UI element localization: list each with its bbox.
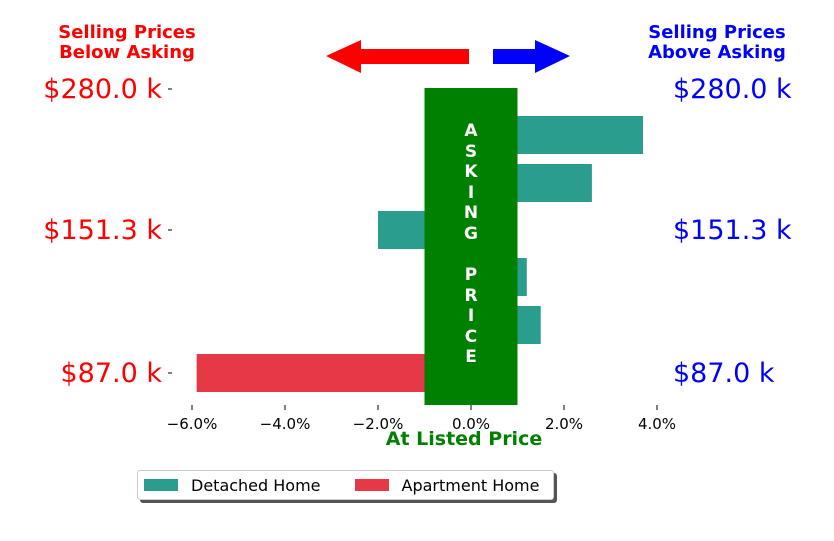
asking-price-letter-1: S <box>465 142 477 162</box>
asking-price-letter-0: A <box>464 121 478 141</box>
y-tick-label-right-0: $280.0 k <box>673 74 792 105</box>
header-above-asking-line-1: Above Asking <box>648 42 786 63</box>
asking-price-band <box>424 88 518 405</box>
legend-swatch-detached <box>144 479 178 491</box>
y-tick-label-left-0: $280.0 k <box>43 74 162 105</box>
asking-price-letter-7: P <box>465 265 477 285</box>
x-tick-label-3: 0.0% <box>452 415 490 433</box>
x-tick-label-5: 4.0% <box>638 415 676 433</box>
right-arrow-icon <box>493 40 570 73</box>
asking-price-letter-4: N <box>464 203 478 223</box>
legend-item-detached: Detached Home <box>144 476 321 495</box>
header-below-asking-line-0: Selling Prices <box>58 22 195 43</box>
x-tick-label-2: −2.0% <box>353 415 404 433</box>
y-tick-label-right-1: $151.3 k <box>673 215 792 246</box>
left-arrow-icon <box>326 40 469 73</box>
header-above-asking-line-0: Selling Prices <box>648 22 785 43</box>
y-tick-label-left-2: $87.0 k <box>60 358 162 389</box>
x-tick-label-4: 2.0% <box>545 415 583 433</box>
legend: Detached Home Apartment Home <box>137 470 554 500</box>
asking-price-letter-5: G <box>464 224 478 244</box>
x-tick-label-0: −6.0% <box>167 415 218 433</box>
asking-price-letter-11: E <box>465 347 477 367</box>
legend-label-detached: Detached Home <box>191 475 321 495</box>
y-tick-label-left-1: $151.3 k <box>43 215 162 246</box>
x-axis-label: At Listed Price <box>386 428 542 450</box>
legend-item-apartment: Apartment Home <box>354 475 540 495</box>
asking-price-letter-8: R <box>464 286 477 306</box>
asking-price-letter-10: C <box>465 327 477 347</box>
y-tick-label-right-2: $87.0 k <box>673 358 775 389</box>
asking-price-letter-3: I <box>468 183 474 203</box>
legend-swatch-apartment <box>354 479 389 491</box>
asking-price-letter-2: K <box>464 162 478 182</box>
header-below-asking-line-1: Below Asking <box>59 42 195 63</box>
x-tick-label-1: −4.0% <box>260 415 311 433</box>
asking-price-letter-9: I <box>468 306 474 326</box>
legend-label-apartment: Apartment Home <box>401 475 540 495</box>
